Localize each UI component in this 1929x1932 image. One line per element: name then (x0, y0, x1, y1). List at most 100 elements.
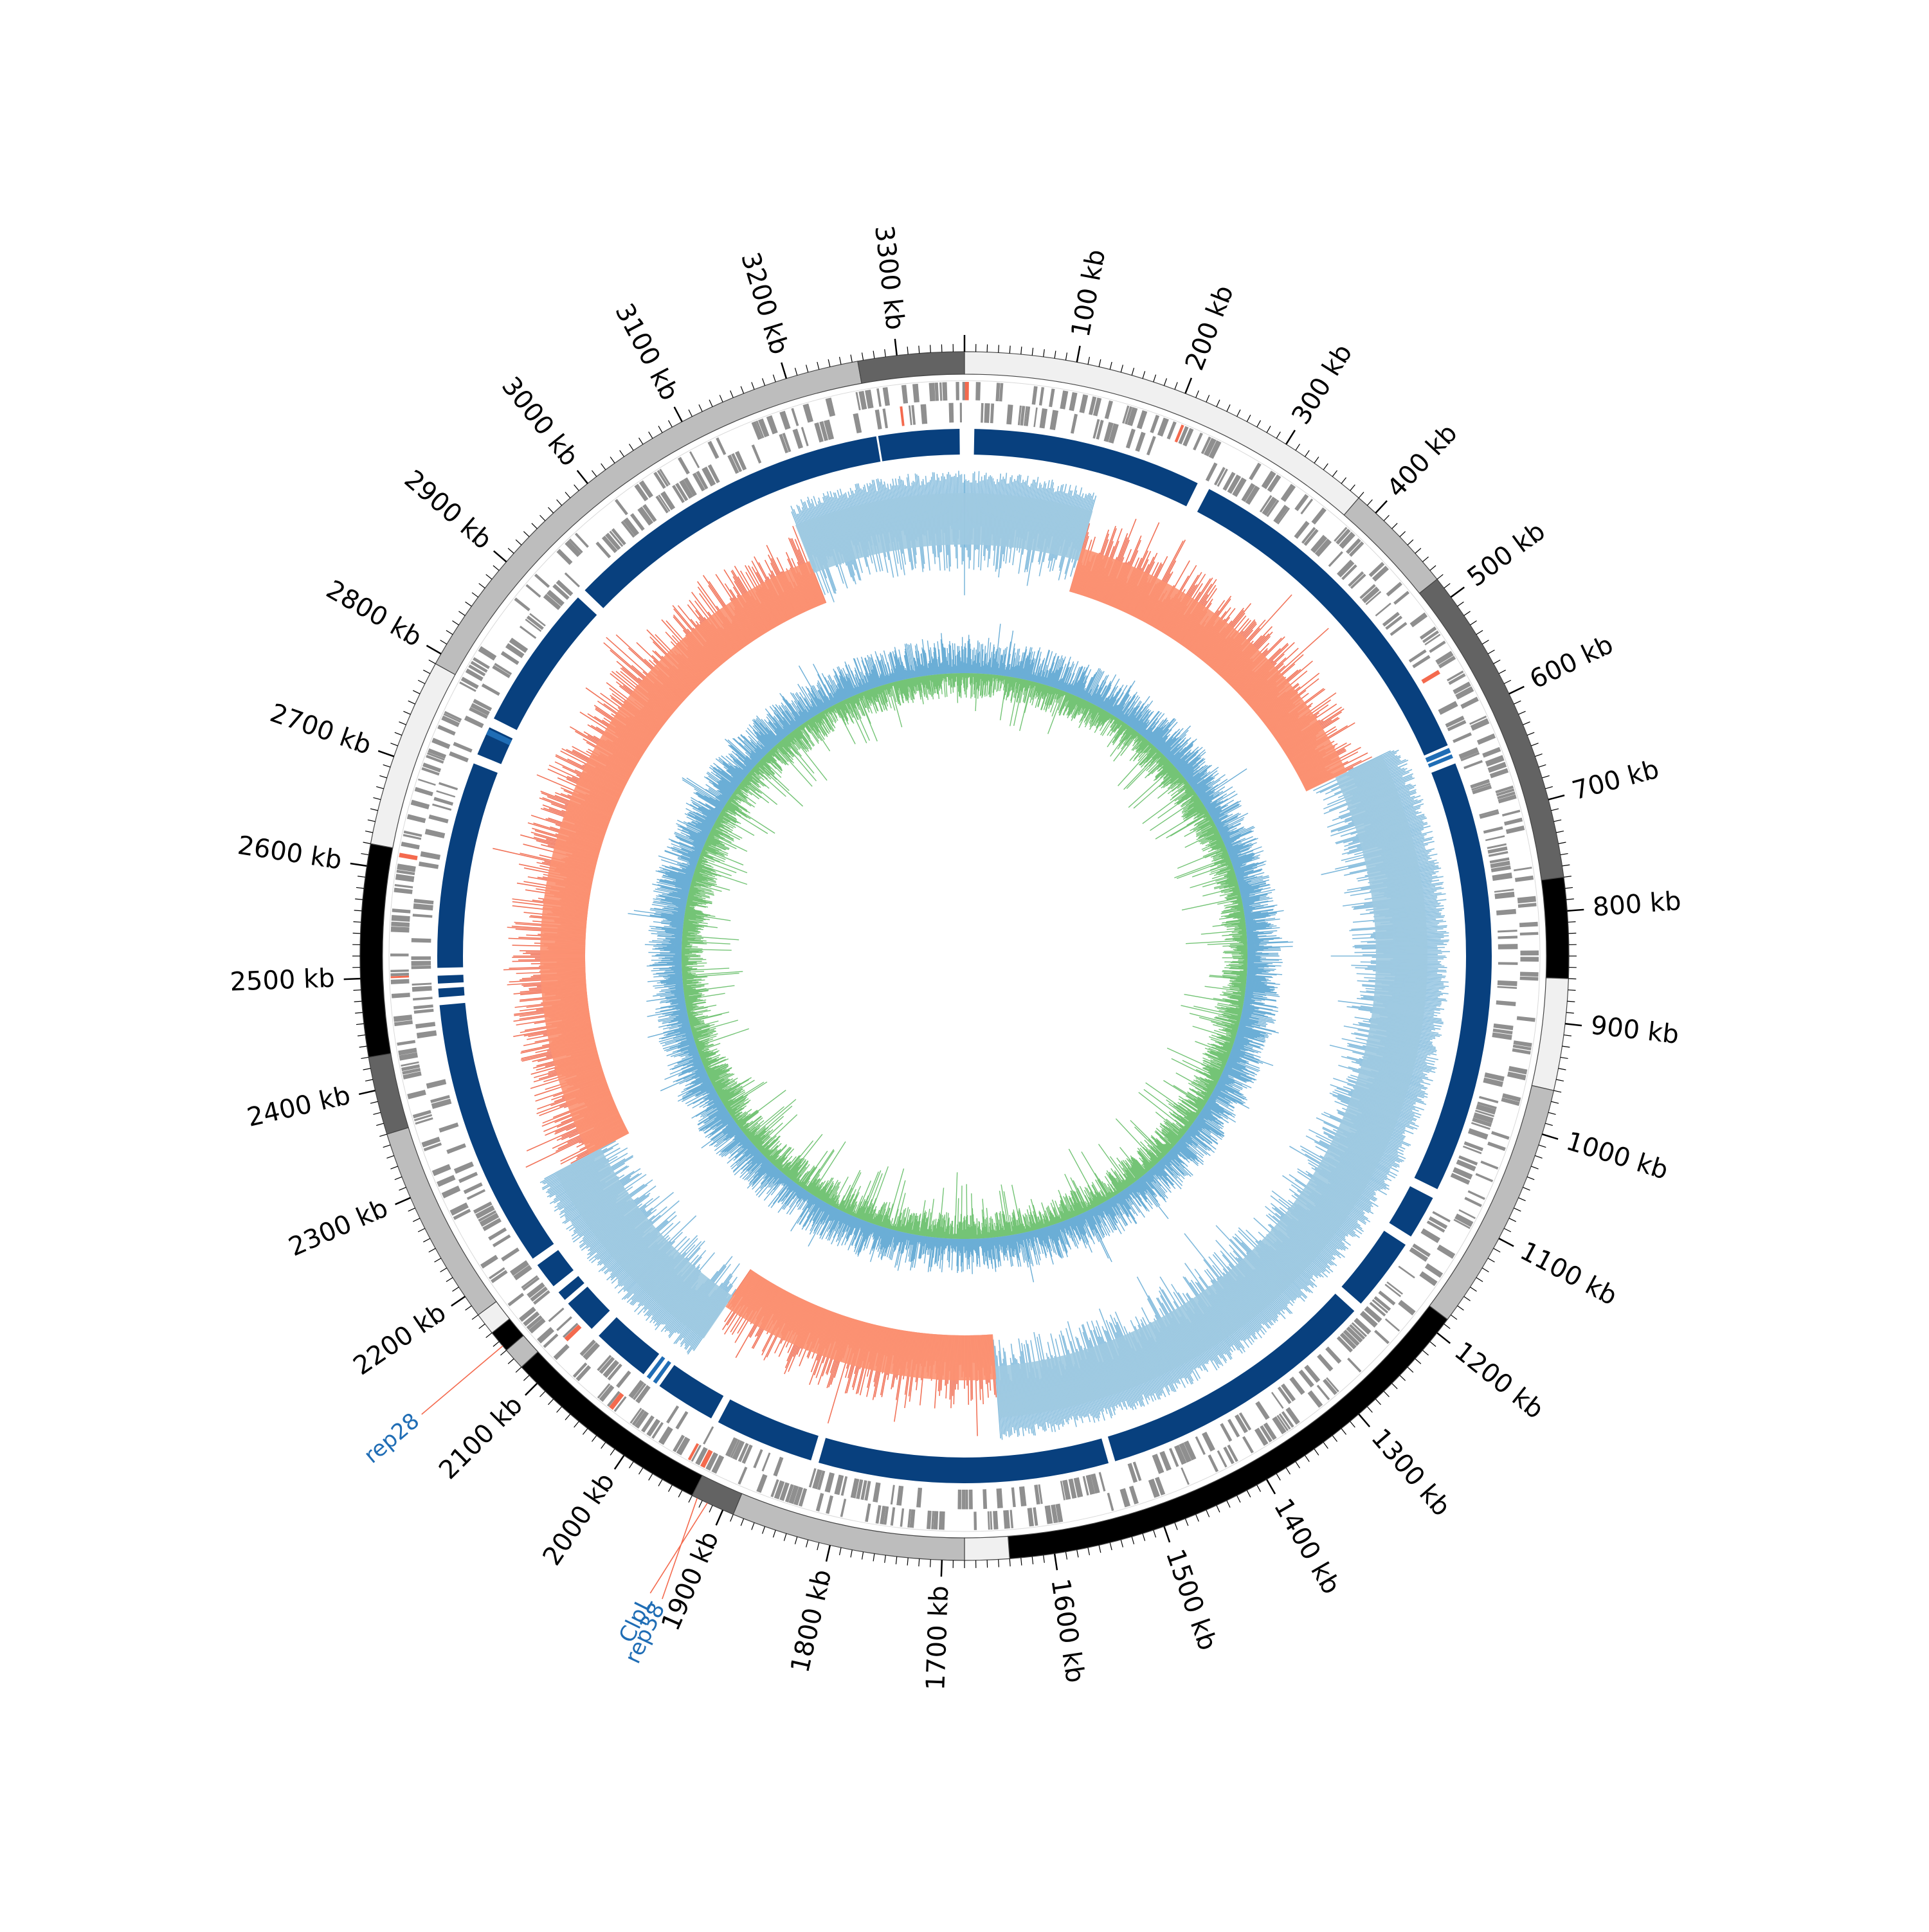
gene-feature (414, 1009, 434, 1014)
minor-tick (1196, 390, 1199, 397)
minor-tick (466, 602, 472, 606)
gene-feature (1480, 1160, 1498, 1169)
gene-feature (413, 914, 433, 917)
minor-tick (773, 1530, 775, 1537)
minor-tick (354, 910, 362, 911)
gc-bar-down (1193, 1026, 1235, 1039)
minor-tick (1164, 378, 1166, 385)
gene-feature (412, 986, 432, 991)
minor-tick (395, 1177, 402, 1179)
major-tick (395, 1198, 411, 1204)
minor-tick (423, 1238, 430, 1242)
minor-tick (1323, 464, 1328, 470)
minor-tick (1305, 450, 1310, 456)
minor-tick (763, 378, 765, 385)
major-tick (781, 363, 786, 379)
minor-tick (523, 1375, 529, 1380)
contig-segment (360, 844, 393, 1057)
minor-tick (1562, 1046, 1570, 1047)
major-tick (1055, 1554, 1057, 1571)
alignment-block (494, 597, 597, 730)
minor-tick (440, 640, 447, 644)
gene-feature (616, 1371, 631, 1388)
minor-tick (741, 1519, 743, 1526)
minor-tick (601, 464, 606, 470)
minor-tick (486, 1333, 492, 1337)
minor-tick (373, 1112, 381, 1114)
gene-feature (413, 1004, 433, 1009)
gene-feature (415, 1022, 435, 1029)
gene-feature (1285, 1407, 1300, 1425)
gene-feature (1504, 818, 1523, 826)
gene-feature (390, 953, 409, 956)
gene-feature (1498, 962, 1518, 965)
tick-label: 1900 kb (656, 1527, 725, 1635)
minor-tick (1350, 485, 1355, 491)
minor-tick (1514, 701, 1521, 704)
minor-tick (1143, 371, 1145, 378)
minor-tick (472, 593, 478, 597)
minor-tick (1384, 1391, 1389, 1397)
gene-feature (955, 382, 959, 401)
minor-tick (1476, 1277, 1483, 1281)
gene-feature (675, 1411, 688, 1430)
gene-feature (446, 1143, 466, 1154)
minor-tick (1531, 743, 1538, 746)
minor-tick (1527, 732, 1534, 735)
minor-tick (639, 438, 643, 444)
gene-feature (911, 405, 916, 425)
minor-tick (493, 1342, 499, 1347)
minor-tick (466, 1306, 472, 1310)
minor-tick (1350, 1422, 1355, 1427)
minor-tick (353, 922, 361, 923)
minor-tick (1359, 492, 1364, 498)
major-tick (1542, 1134, 1558, 1139)
minor-tick (1430, 566, 1436, 571)
minor-tick (873, 351, 874, 359)
gene-feature (394, 888, 413, 894)
contig-segment (858, 352, 964, 383)
minor-tick (930, 345, 931, 352)
minor-tick (1562, 865, 1570, 866)
gene-feature (1517, 1016, 1535, 1022)
gene-feature (556, 549, 572, 565)
tick-label: 100 kb (1066, 247, 1112, 339)
minor-tick (557, 1407, 562, 1413)
gene-feature (900, 1508, 905, 1527)
gene-feature (948, 403, 954, 423)
minor-tick (379, 1134, 386, 1137)
gc-bar-down (1229, 964, 1247, 965)
tick-label: 2500 kb (230, 964, 336, 997)
minor-tick (379, 775, 386, 778)
gene-feature (1167, 421, 1177, 439)
tick-label: 200 kb (1180, 281, 1240, 374)
minor-tick (418, 680, 425, 683)
gene-feature (1398, 1300, 1415, 1315)
minor-tick (1055, 351, 1056, 359)
minor-tick (1415, 1359, 1421, 1364)
gene-feature (415, 787, 433, 796)
gene-feature (1487, 1142, 1506, 1151)
gene-feature (990, 403, 994, 423)
alignment-block (438, 975, 464, 984)
minor-tick (720, 395, 723, 402)
minor-tick (399, 722, 406, 725)
minor-tick (1154, 1530, 1156, 1537)
tick-label: 500 kb (1462, 516, 1551, 593)
gene-feature (1482, 747, 1501, 758)
minor-tick (1032, 348, 1033, 356)
minor-tick (413, 1218, 420, 1222)
minor-tick (383, 1145, 390, 1148)
alignment-block (659, 1365, 723, 1418)
major-tick (494, 551, 507, 562)
gene-feature (816, 1493, 824, 1512)
major-tick (1509, 687, 1524, 694)
minor-tick (1267, 426, 1271, 433)
gene-feature (478, 646, 497, 660)
minor-tick (649, 1474, 653, 1480)
minor-tick (885, 1555, 886, 1563)
gene-feature (1517, 896, 1536, 904)
minor-tick (390, 743, 397, 746)
gene-feature (658, 1426, 673, 1445)
gene-feature (1492, 872, 1512, 881)
